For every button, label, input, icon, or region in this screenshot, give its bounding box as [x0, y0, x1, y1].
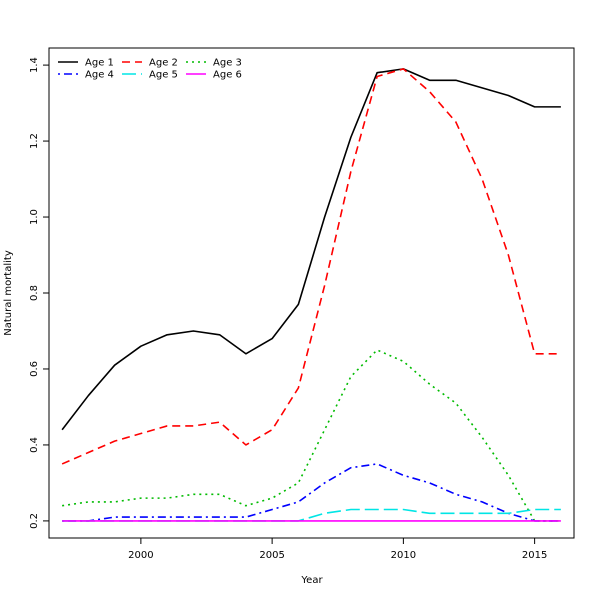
legend-label-age-4: Age 4 [85, 70, 114, 81]
y-axis-label: Natural mortality [3, 250, 14, 336]
y-tick-label: 0.4 [29, 437, 40, 453]
legend-label-age-6: Age 6 [213, 70, 242, 81]
legend-label-age-3: Age 3 [213, 58, 242, 69]
legend-label-age-5: Age 5 [149, 70, 178, 81]
x-tick-label: 2010 [391, 550, 416, 561]
axes-layer: 2000 2005 2010 2015 0.2 0.4 0.6 0.8 1.0 1.2 1.4 [29, 57, 547, 561]
x-tick-label: 2000 [128, 550, 153, 561]
x-tick-label: 2005 [259, 550, 284, 561]
y-tick-label: 1.0 [29, 209, 40, 225]
legend: Age 1 Age 2 Age 3 Age 4 Age 5 Age 6 [58, 58, 242, 81]
y-tick-label: 1.2 [29, 133, 40, 149]
y-tick-label: 0.8 [29, 285, 40, 301]
legend-label-age-2: Age 2 [149, 58, 178, 69]
y-tick-label: 0.6 [29, 361, 40, 377]
x-tick-label: 2015 [522, 550, 547, 561]
y-tick-label: 1.4 [29, 57, 40, 73]
y-tick-label: 0.2 [29, 513, 40, 529]
series-line-age-2 [61, 68, 561, 465]
legend-label-age-1: Age 1 [85, 58, 114, 69]
series-layer [61, 68, 561, 522]
series-line-age-4 [62, 463, 561, 522]
series-line-age-1 [61, 68, 561, 431]
x-axis-label: Year [300, 575, 323, 586]
